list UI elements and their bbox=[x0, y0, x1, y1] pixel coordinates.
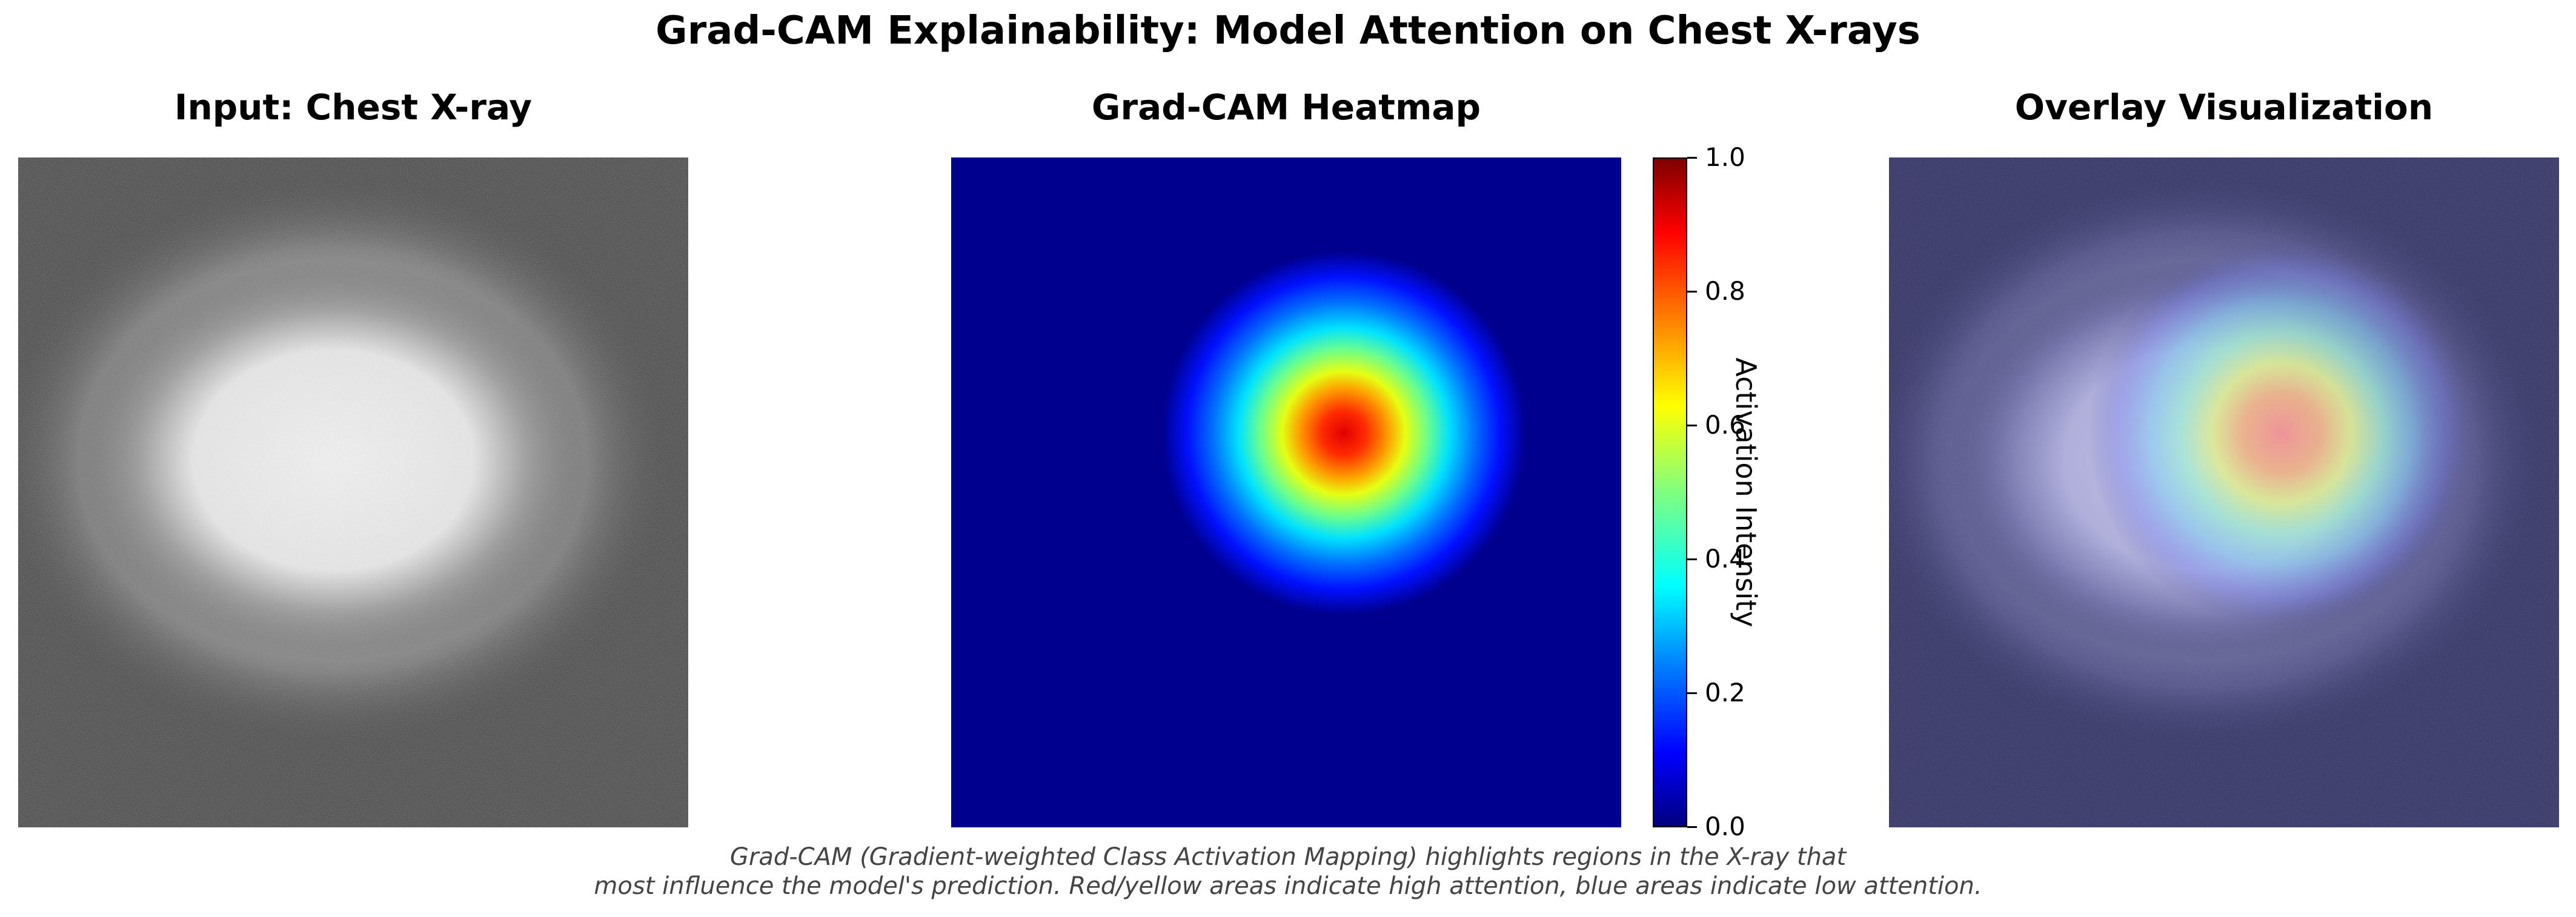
colorbar-tick-label: 0.0 bbox=[1705, 812, 1745, 841]
colorbar: 0.0 0.2 0.4 0.6 0.8 1.0 bbox=[1653, 145, 1745, 839]
colorbar-gradient bbox=[1653, 157, 1687, 827]
overlay-panel-title: Overlay Visualization bbox=[2014, 87, 2434, 128]
heatmap-panel-title: Grad-CAM Heatmap bbox=[1091, 87, 1481, 128]
figure-title: Grad-CAM Explainability: Model Attention… bbox=[656, 8, 1920, 53]
figure-caption: Grad-CAM (Gradient-weighted Class Activa… bbox=[0, 843, 2576, 901]
colorbar-tick-label: 1.0 bbox=[1705, 142, 1745, 172]
caption-line: Grad-CAM (Gradient-weighted Class Activa… bbox=[729, 843, 1847, 871]
input-xray-image bbox=[18, 157, 688, 827]
colorbar-tick bbox=[1687, 425, 1697, 426]
colorbar-tick-label: 0.8 bbox=[1705, 276, 1745, 306]
colorbar-tick bbox=[1687, 558, 1697, 560]
colorbar-tick-label: 0.6 bbox=[1705, 410, 1745, 440]
colorbar-tick bbox=[1687, 692, 1697, 694]
colorbar-tick bbox=[1687, 291, 1697, 293]
colorbar-tick bbox=[1687, 826, 1697, 828]
overlay-image bbox=[1889, 157, 2559, 827]
colorbar-tick-label: 0.2 bbox=[1705, 678, 1745, 707]
colorbar-tick-label: 0.4 bbox=[1705, 544, 1745, 574]
colorbar-label: Activation Intensity bbox=[1730, 357, 1762, 627]
colorbar-tick bbox=[1687, 157, 1697, 159]
caption-line: most influence the model's prediction. R… bbox=[594, 872, 1982, 900]
input-panel-title: Input: Chest X-ray bbox=[174, 87, 533, 128]
gradcam-heatmap bbox=[951, 157, 1621, 827]
